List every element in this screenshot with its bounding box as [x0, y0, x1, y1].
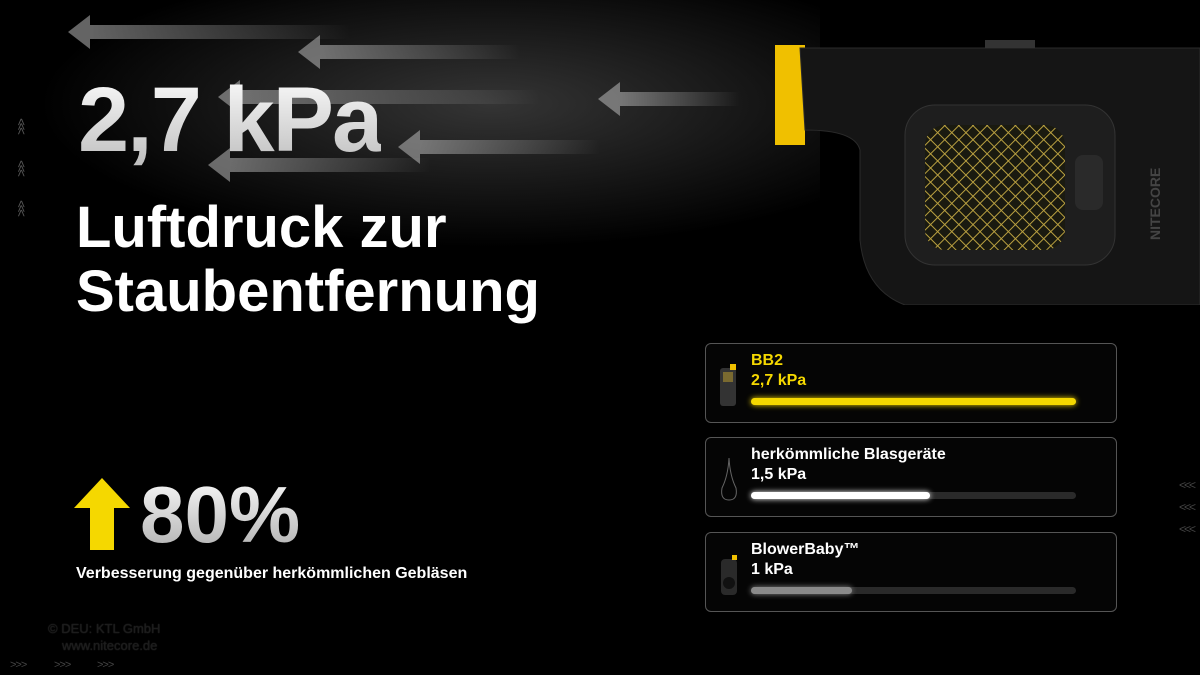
chevron-icon: <<< — [13, 200, 29, 214]
subtitle-line2: Staubentfernung — [76, 259, 540, 324]
chevron-icon: <<< — [1178, 500, 1196, 514]
blower-bulb-icon — [721, 457, 737, 501]
pressure-bar-fill — [751, 587, 852, 594]
card-value: 1 kPa — [751, 561, 793, 578]
watermark: © DEU: KTL GmbH www.nitecore.de — [48, 620, 160, 654]
blowerbaby-device-icon — [721, 555, 737, 595]
chevron-icon: <<< — [13, 118, 29, 132]
bb2-device-icon — [720, 364, 736, 406]
comparison-card-conventional: herkömmliche Blasgeräte 1,5 kPa — [705, 437, 1117, 517]
air-arrow-icon — [398, 130, 600, 164]
bb2-device-image: NITECORE — [775, 40, 1200, 305]
chevron-icon: >>> — [54, 659, 71, 671]
air-arrow-icon — [298, 35, 520, 69]
pressure-bar-track — [751, 398, 1076, 405]
watermark-line1: © DEU: KTL GmbH — [48, 621, 161, 636]
chevron-icon: <<< — [1178, 522, 1196, 536]
card-value: 2,7 kPa — [751, 372, 807, 389]
subtitle-line1: Luftdruck zur — [76, 195, 447, 260]
pressure-bar-fill — [751, 398, 1076, 405]
improvement-value: 80% — [140, 470, 301, 559]
air-arrow-icon — [68, 15, 350, 49]
comparison-card-bb2: BB2 2,7 kPa — [705, 343, 1117, 423]
watermark-line2: www.nitecore.de — [62, 638, 158, 653]
headline-subtitle: Luftdruck zur Staubentfernung — [76, 196, 540, 324]
chevron-icon: <<< — [13, 160, 29, 174]
pressure-bar-track — [751, 492, 1076, 499]
card-name: BB2 — [751, 352, 784, 369]
card-name: BlowerBaby™ — [751, 541, 860, 558]
pressure-bar-fill — [751, 492, 930, 499]
card-name: herkömmliche Blasgeräte — [751, 446, 946, 463]
chevron-icon: >>> — [97, 659, 114, 671]
pressure-bar-track — [751, 587, 1076, 594]
device-brand: NITECORE — [1147, 168, 1163, 240]
air-arrow-icon — [218, 80, 540, 114]
air-arrow-icon — [598, 82, 740, 116]
air-arrow-icon — [208, 148, 430, 182]
improvement-label: Verbesserung gegenüber herkömmlichen Geb… — [76, 565, 468, 582]
comparison-card-blowerbaby: BlowerBaby™ 1 kPa — [705, 532, 1117, 612]
headline-value: 2,7 kPa — [78, 69, 383, 171]
card-value: 1,5 kPa — [751, 466, 807, 483]
arrow-up-icon — [74, 478, 130, 550]
chevron-icon: <<< — [1178, 478, 1196, 492]
chevron-icon: >>> — [10, 659, 27, 671]
